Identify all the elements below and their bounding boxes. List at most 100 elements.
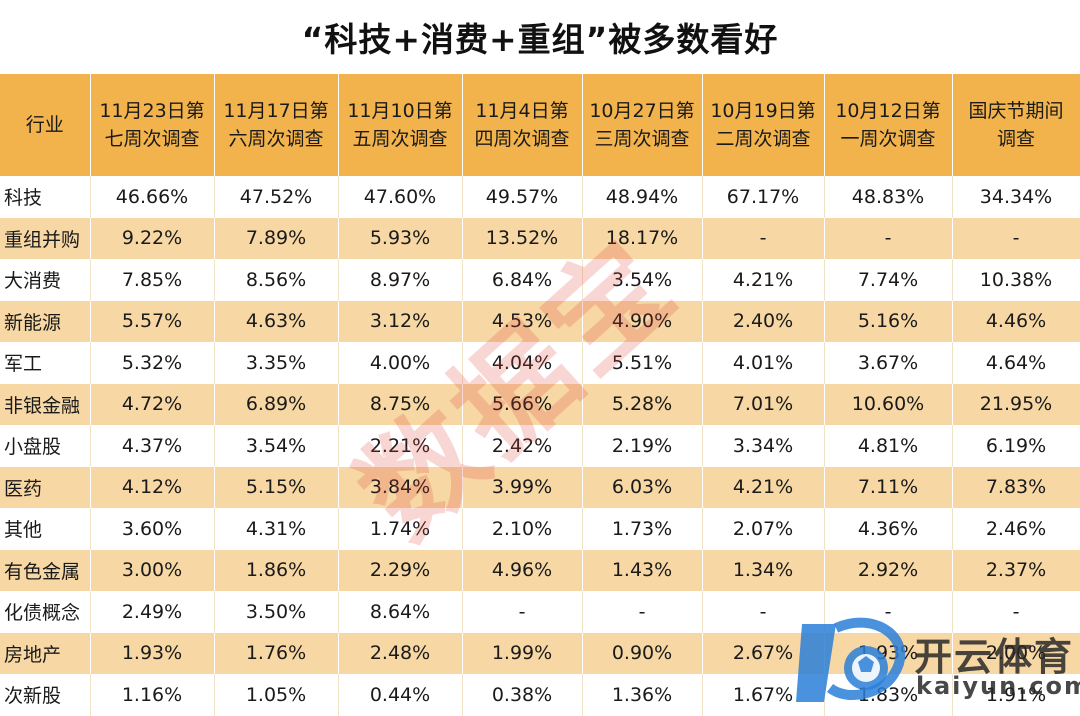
row-label: 次新股: [0, 674, 91, 716]
column-header-line: 五周次调查: [352, 128, 448, 150]
table-header: 行业 11月23日第 七周次调查 11月17日第 六周次调查 11月10日第 五周次调查 11…: [0, 74, 1080, 176]
table-cell: 48.94%: [582, 176, 703, 218]
table-row: 非银金融 4.72% 6.89% 8.75% 5.66% 5.28% 7.01% 10.60%…: [0, 383, 1080, 425]
table-cell: 7.74%: [824, 259, 953, 301]
row-label: 重组并购: [0, 217, 91, 259]
table-cell: 4.72%: [90, 383, 215, 425]
table-cell: 1.73%: [582, 508, 703, 550]
table-cell: 49.57%: [462, 176, 583, 218]
table-row: 医药 4.12% 5.15% 3.84% 3.99% 6.03% 4.21% 7.11% 7.8…: [0, 466, 1080, 508]
table-cell: 10.38%: [952, 259, 1080, 301]
table-cell: 4.31%: [214, 508, 339, 550]
table-cell: 2.42%: [462, 425, 583, 467]
column-header-line: 三周次调查: [594, 128, 690, 150]
table-cell: -: [582, 591, 703, 633]
column-header-line: 11月4日第: [475, 100, 569, 122]
table-cell: 2.07%: [702, 508, 825, 550]
table-cell: 4.36%: [824, 508, 953, 550]
column-header-survey-1: 11月23日第 七周次调查: [90, 74, 215, 176]
column-header-survey-6: 10月19日第 二周次调查: [702, 74, 825, 176]
table-cell: 6.84%: [462, 259, 583, 301]
table-cell: 1.16%: [90, 674, 215, 716]
table-cell: -: [702, 217, 825, 259]
table-cell: -: [702, 591, 825, 633]
row-label: 其他: [0, 508, 91, 550]
table-cell: 8.97%: [338, 259, 463, 301]
table-cell: 3.54%: [582, 259, 703, 301]
column-header-line: 10月27日第: [589, 100, 695, 122]
table-row: 有色金属 3.00% 1.86% 2.29% 4.96% 1.43% 1.34% 2.92% 2…: [0, 549, 1080, 591]
column-header-industry: 行业: [0, 74, 91, 176]
table-cell: 8.56%: [214, 259, 339, 301]
table-cell: 47.60%: [338, 176, 463, 218]
table-cell: 3.34%: [702, 425, 825, 467]
table-cell: 1.05%: [214, 674, 339, 716]
table-cell: 1.83%: [824, 674, 953, 716]
table-cell: 2.37%: [952, 549, 1080, 591]
table-cell: 7.11%: [824, 466, 953, 508]
table-cell: 67.17%: [702, 176, 825, 218]
table-cell: 18.17%: [582, 217, 703, 259]
table-cell: 3.50%: [214, 591, 339, 633]
table-cell: -: [462, 591, 583, 633]
table-cell: 4.21%: [702, 259, 825, 301]
column-header-line: 四周次调查: [474, 128, 570, 150]
column-header-line: 一周次调查: [840, 128, 936, 150]
table-cell: 1.99%: [462, 632, 583, 674]
column-header-line: 11月10日第: [347, 100, 453, 122]
column-header-survey-5: 10月27日第 三周次调查: [582, 74, 703, 176]
table-cell: 3.12%: [338, 300, 463, 342]
table-cell: 5.93%: [338, 217, 463, 259]
table-row: 大消费 7.85% 8.56% 8.97% 6.84% 3.54% 4.21% 7.74% 10…: [0, 259, 1080, 301]
table-cell: 2.40%: [702, 300, 825, 342]
table-cell: 5.57%: [90, 300, 215, 342]
table-cell: 48.83%: [824, 176, 953, 218]
table-row: 其他 3.60% 4.31% 1.74% 2.10% 1.73% 2.07% 4.36% 2.4…: [0, 508, 1080, 550]
table-cell: 1.74%: [338, 508, 463, 550]
table-cell: 1.34%: [702, 549, 825, 591]
table-cell: 1.36%: [582, 674, 703, 716]
table-cell: 4.46%: [952, 300, 1080, 342]
table-cell: 4.12%: [90, 466, 215, 508]
column-header-line: 10月19日第: [710, 100, 816, 122]
table-cell: 13.52%: [462, 217, 583, 259]
table-cell: 3.00%: [90, 549, 215, 591]
table-cell: 3.99%: [462, 466, 583, 508]
page-title: “科技+消费+重组”被多数看好: [301, 20, 779, 59]
table-cell: 8.75%: [338, 383, 463, 425]
column-header-line: 行业: [25, 114, 64, 136]
table-cell: 4.37%: [90, 425, 215, 467]
row-label: 非银金融: [0, 383, 91, 425]
column-header-survey-3: 11月10日第 五周次调查: [338, 74, 463, 176]
table-cell: 4.04%: [462, 342, 583, 384]
table-cell: -: [824, 217, 953, 259]
table-cell: 4.90%: [582, 300, 703, 342]
table-cell: 7.83%: [952, 466, 1080, 508]
table-cell: 34.34%: [952, 176, 1080, 218]
column-header-line: 11月23日第: [99, 100, 205, 122]
table-cell: 3.35%: [214, 342, 339, 384]
table-cell: 4.53%: [462, 300, 583, 342]
table-cell: 46.66%: [90, 176, 215, 218]
column-header-line: 11月17日第: [223, 100, 329, 122]
column-header-survey-8: 国庆节期间 调查: [952, 74, 1080, 176]
table-cell: 47.52%: [214, 176, 339, 218]
row-label: 科技: [0, 176, 91, 218]
table-cell: 4.01%: [702, 342, 825, 384]
table-cell: 4.81%: [824, 425, 953, 467]
table-cell: 1.86%: [214, 549, 339, 591]
column-header-line: 二周次调查: [715, 128, 811, 150]
table-cell: 3.60%: [90, 508, 215, 550]
column-header-line: 七周次调查: [104, 128, 200, 150]
table-cell: 1.76%: [214, 632, 339, 674]
table-row: 重组并购 9.22% 7.89% 5.93% 13.52% 18.17% - - -: [0, 217, 1080, 259]
table-cell: 2.00%: [952, 632, 1080, 674]
column-header-survey-7: 10月12日第 一周次调查: [824, 74, 953, 176]
table-cell: -: [952, 217, 1080, 259]
table-cell: 2.21%: [338, 425, 463, 467]
table-cell: 21.95%: [952, 383, 1080, 425]
table-cell: 4.21%: [702, 466, 825, 508]
row-label: 有色金属: [0, 549, 91, 591]
table-cell: 6.89%: [214, 383, 339, 425]
table-cell: 2.46%: [952, 508, 1080, 550]
